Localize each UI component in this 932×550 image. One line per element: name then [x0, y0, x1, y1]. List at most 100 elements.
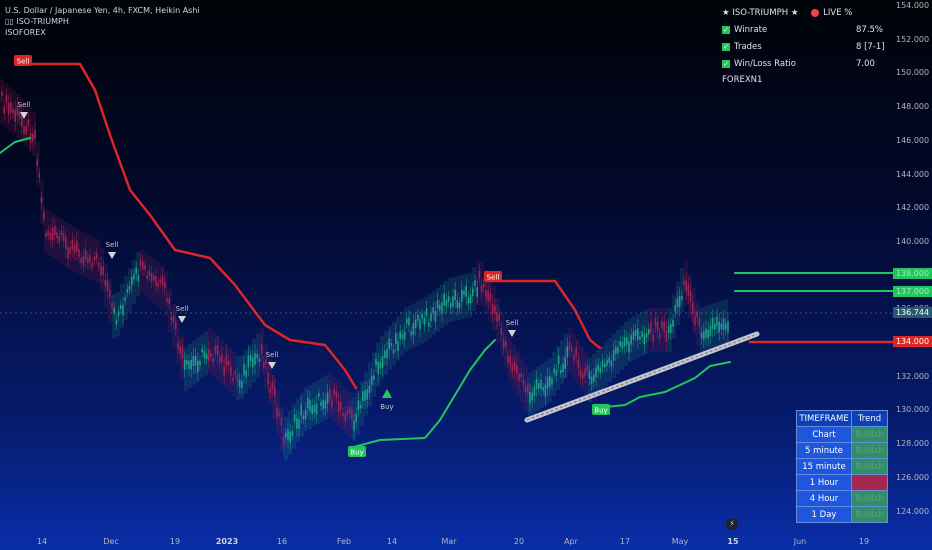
candle [487, 290, 489, 302]
table-row: Chart Bullish [796, 426, 888, 443]
cloud-band [652, 308, 656, 352]
star-icon: ★ [722, 8, 730, 18]
candle [177, 342, 179, 349]
cloud-band [248, 344, 252, 389]
candle [179, 346, 181, 354]
candle [12, 108, 14, 114]
stats-value: 87.5% [856, 25, 884, 35]
candle [62, 232, 65, 242]
candle [577, 359, 580, 369]
candle [568, 341, 571, 350]
cloud-band [268, 359, 272, 404]
candle [210, 353, 212, 357]
cloud-band [364, 371, 368, 416]
candle [359, 405, 362, 409]
candle [397, 341, 399, 351]
candle [300, 404, 302, 416]
cloud-band [448, 278, 452, 322]
candle [67, 247, 69, 259]
candle [82, 256, 85, 266]
candle [540, 379, 542, 389]
sell-arrow-icon [178, 316, 186, 323]
candle [348, 407, 351, 415]
time-tick-label: Dec [103, 537, 119, 546]
candle [648, 328, 650, 335]
candle [443, 293, 445, 306]
candle [392, 349, 395, 354]
candle [643, 333, 646, 345]
candle [89, 254, 91, 263]
stats-row-winrate: ✓ Winrate 87.5% [722, 24, 892, 36]
candle [557, 355, 560, 365]
candle [621, 342, 624, 349]
symbol-title[interactable]: U.S. Dollar / Japanese Yen, 4h, FXCM, He… [5, 6, 200, 15]
candle [522, 378, 525, 386]
candle [573, 355, 575, 361]
candle [170, 316, 173, 321]
candle [298, 419, 300, 430]
cloud-band [128, 268, 132, 312]
candle [476, 287, 478, 297]
cloud-band [80, 231, 84, 276]
candle [36, 159, 38, 167]
price-axis[interactable]: 154.000 152.000 150.000 148.000 146.000 144.0… [893, 0, 932, 534]
candle [60, 230, 63, 236]
candle [71, 239, 74, 250]
candle [1, 91, 3, 97]
candle [562, 363, 564, 373]
candle [654, 318, 657, 327]
lightning-icon[interactable]: ⚡ [726, 518, 738, 530]
stats-label: Win/Loss Ratio [734, 59, 796, 69]
candle [190, 359, 192, 370]
candle [597, 364, 599, 372]
bearish-trend-line [484, 279, 602, 350]
candle [128, 285, 131, 290]
cloud-band [28, 107, 32, 152]
candle [274, 386, 276, 398]
candle [313, 405, 316, 413]
candle [221, 354, 223, 363]
candle [538, 383, 540, 390]
candle [278, 412, 280, 416]
candle [590, 376, 593, 384]
candle [331, 399, 333, 408]
candle [271, 381, 274, 389]
candle [120, 305, 122, 309]
candle [214, 346, 217, 354]
cloud-band [348, 393, 352, 437]
candle [175, 322, 177, 330]
candle [122, 304, 124, 316]
candle [485, 290, 487, 298]
candle [241, 381, 243, 389]
candle [225, 353, 228, 366]
candle [423, 317, 426, 325]
candle [49, 232, 52, 240]
candle [93, 256, 96, 261]
candle [25, 125, 27, 135]
candle [91, 263, 93, 268]
indicator-name[interactable]: ▯▯ ISO-TRIUMPH [5, 16, 69, 27]
candle [357, 400, 360, 410]
candle [324, 400, 327, 409]
candle [254, 352, 256, 365]
candle [199, 360, 201, 366]
sell-signal-label: Sell [18, 101, 31, 109]
price-tick-label: 124.000 [896, 506, 930, 516]
candle [133, 274, 135, 280]
candle [98, 262, 100, 267]
candle [21, 115, 23, 127]
candle [709, 325, 712, 337]
candle [131, 277, 133, 286]
candle [421, 314, 423, 319]
candle [384, 350, 386, 358]
candle [230, 366, 232, 376]
candle [104, 279, 107, 287]
candle [390, 343, 393, 347]
cloud-band [136, 252, 140, 296]
candle [414, 319, 417, 329]
time-axis[interactable]: 14 Dec 19 2023 16 Feb 14 Mar 20 Apr 17 May 15 Jun 19 [0, 534, 893, 550]
watermark-label: ISOFOREX [5, 28, 46, 37]
candle [601, 360, 604, 368]
